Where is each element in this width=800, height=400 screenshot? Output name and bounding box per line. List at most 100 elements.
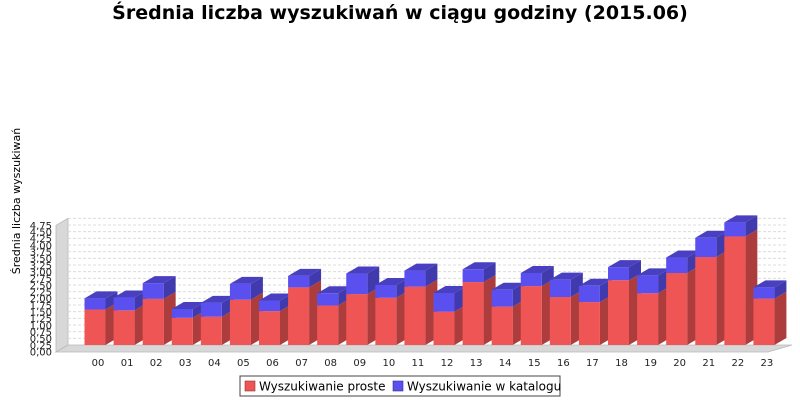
bar-top	[549, 272, 583, 280]
bar-side-catalog	[309, 268, 322, 288]
bar-simple	[84, 309, 106, 345]
y-tick-label: 0,25	[30, 341, 52, 352]
x-tick-label: 06	[266, 358, 279, 369]
x-tick-label: 20	[673, 358, 686, 369]
y-tick-label: 0,50	[30, 334, 52, 345]
bar-simple	[288, 287, 310, 345]
bar-side-catalog	[105, 291, 118, 310]
y-tick-label: 2,00	[30, 294, 52, 305]
bar-side-catalog	[541, 266, 554, 287]
y-tick-label: 1,50	[30, 308, 52, 319]
bar-group	[666, 250, 700, 345]
bar-top	[171, 302, 205, 309]
bar-top	[113, 290, 147, 298]
bar-top	[142, 276, 176, 284]
bar-simple	[142, 298, 164, 345]
bar-simple	[695, 257, 717, 345]
bar-group	[317, 286, 351, 345]
legend-swatch	[392, 380, 404, 392]
y-tick-label: 3,25	[30, 261, 52, 272]
y-tick-label: 4,00	[30, 241, 52, 252]
bar-group	[259, 293, 292, 345]
bar-group	[462, 262, 496, 345]
bar-top	[608, 260, 641, 268]
x-tick-label: 17	[586, 358, 599, 369]
bar-group	[200, 295, 234, 345]
bar-side-catalog	[629, 260, 641, 281]
bar-top	[637, 268, 671, 276]
bar-top	[404, 263, 438, 271]
bar-group	[288, 268, 322, 345]
bar-top	[695, 230, 729, 238]
bar-top	[259, 293, 292, 301]
bar-simple	[113, 310, 135, 345]
bar-group	[433, 286, 467, 345]
bar-simple	[259, 311, 280, 345]
bar-simple	[578, 302, 600, 345]
bar-catalog	[549, 279, 571, 297]
x-tick-label: 21	[702, 358, 715, 369]
bar-catalog	[724, 222, 746, 237]
bar-group	[171, 302, 205, 345]
bar-simple	[520, 286, 542, 345]
bar-top	[346, 266, 380, 274]
bar-top	[200, 295, 234, 303]
bar-group	[113, 290, 147, 345]
y-tick-label: 4,75	[30, 221, 52, 232]
y-tick-label: 0,00	[30, 348, 52, 359]
bar-catalog	[317, 293, 339, 306]
bar-catalog	[404, 270, 426, 287]
bar-group	[695, 230, 729, 345]
bar-catalog	[84, 298, 106, 310]
y-tick-label: 0,75	[30, 328, 52, 339]
bar-group	[404, 263, 438, 345]
y-tick-label: 4,50	[30, 228, 52, 239]
x-tick-label: 15	[528, 358, 541, 369]
bar-simple	[229, 299, 251, 345]
bar-simple	[171, 317, 193, 345]
x-tick-label: 19	[644, 358, 657, 369]
x-tick-label: 05	[237, 358, 250, 369]
bars	[84, 215, 787, 345]
bar-catalog	[288, 275, 310, 288]
bar-catalog	[113, 297, 135, 311]
x-tick-label: 07	[295, 358, 308, 369]
bar-top	[433, 286, 467, 293]
x-tick-label: 22	[731, 358, 744, 369]
bar-catalog	[462, 269, 484, 283]
x-axis: 00 01 02 03 04 05 06 07 08 09 10 11 12 13 14 15 16 17 18 19…	[92, 358, 774, 369]
x-tick-label: 03	[179, 358, 192, 369]
bar-simple	[375, 297, 397, 345]
bar-group	[637, 268, 671, 345]
bar-group	[346, 266, 380, 345]
bar-group	[491, 282, 525, 345]
y-axis-label: Średnia liczba wyszukiwań	[10, 128, 23, 275]
bar-simple	[549, 297, 571, 345]
bar-group	[520, 266, 554, 345]
x-tick-label: 02	[150, 358, 163, 369]
bar-top	[520, 266, 554, 273]
x-tick-label: 00	[92, 358, 105, 369]
bar-top	[84, 291, 118, 299]
bar-simple	[346, 294, 368, 345]
bar-top	[288, 268, 322, 276]
x-tick-label: 08	[324, 358, 337, 369]
bar-catalog	[753, 287, 775, 299]
legend: Wyszukiwanie proste Wyszukiwanie w katalo…	[239, 375, 561, 397]
bar-simple	[724, 236, 746, 345]
bar-top	[317, 286, 351, 294]
bar-simple	[200, 316, 222, 345]
y-axis: 0,000,250,500,751,001,251,501,752,002,25…	[30, 221, 52, 359]
bar-group	[549, 272, 583, 345]
bar-simple	[404, 286, 426, 345]
bar-simple	[433, 311, 455, 345]
bar-catalog	[229, 283, 251, 300]
bar-catalog	[608, 267, 629, 281]
bar-catalog	[171, 309, 193, 318]
y-tick-label: 4,25	[30, 234, 52, 245]
x-tick-label: 04	[208, 358, 221, 369]
x-tick-label: 11	[412, 358, 425, 369]
y-tick-label: 1,25	[30, 314, 52, 325]
plot-floor	[54, 344, 793, 353]
